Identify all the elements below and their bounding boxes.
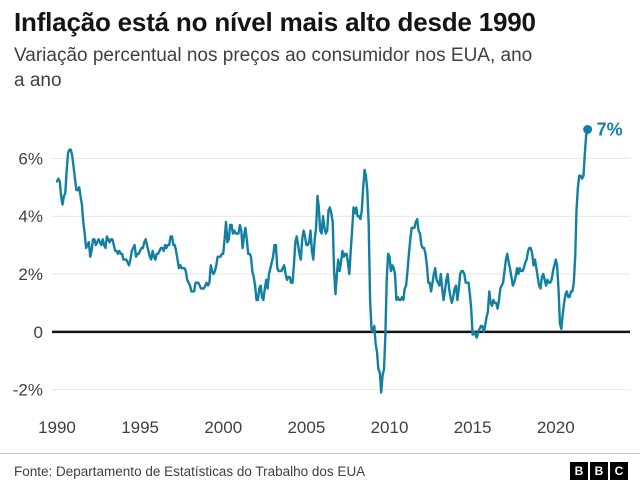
inflation-line (55, 128, 589, 394)
y-tick-label: -2% (13, 381, 43, 400)
chart-footer: Fonte: Departamento de Estatísticas do T… (0, 453, 640, 494)
y-tick-label: 2% (18, 265, 43, 284)
x-tick-label: 2020 (537, 418, 575, 437)
y-tick-label: 6% (18, 150, 43, 169)
bbc-logo-block-b1: B (570, 462, 588, 480)
bbc-logo-block-b2: B (590, 462, 608, 480)
x-tick-label: 2005 (287, 418, 325, 437)
x-tick-label: 2015 (454, 418, 492, 437)
end-point-dot (583, 125, 593, 135)
chart-title: Inflação está no nível mais alto desde 1… (14, 7, 536, 37)
chart-subtitle: Variação percentual nos preços ao consum… (14, 44, 533, 91)
x-tick-label: 2010 (371, 418, 409, 437)
y-tick-label: 0 (34, 323, 43, 342)
line-chart-canvas: 6% 4% 2% 0 -2% 1990 1995 2000 2005 2010 2015 2020 7% (13, 120, 630, 437)
x-tick-label: 1990 (38, 418, 76, 437)
x-tick-label: 1995 (121, 418, 159, 437)
chart-header: Inflação está no nível mais alto desde 1… (0, 0, 640, 93)
bbc-logo: B B C (570, 462, 628, 480)
end-point-annotation: 7% (597, 120, 623, 140)
y-tick-label: 4% (18, 207, 43, 226)
source-credit: Fonte: Departamento de Estatísticas do T… (14, 463, 366, 479)
inflation-chart: 6% 4% 2% 0 -2% 1990 1995 2000 2005 2010 2015 2020 7% (0, 93, 640, 446)
bbc-logo-block-c: C (610, 462, 628, 480)
x-tick-label: 2000 (204, 418, 242, 437)
